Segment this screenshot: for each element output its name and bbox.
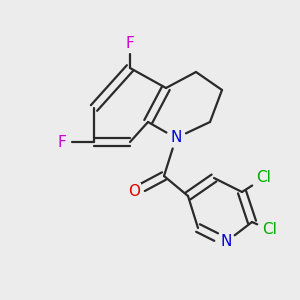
Text: N: N [170,130,182,146]
Text: F: F [126,37,134,52]
Text: Cl: Cl [256,170,272,185]
Text: N: N [220,235,232,250]
Text: O: O [128,184,140,200]
Text: F: F [58,134,66,149]
Text: Cl: Cl [262,223,278,238]
